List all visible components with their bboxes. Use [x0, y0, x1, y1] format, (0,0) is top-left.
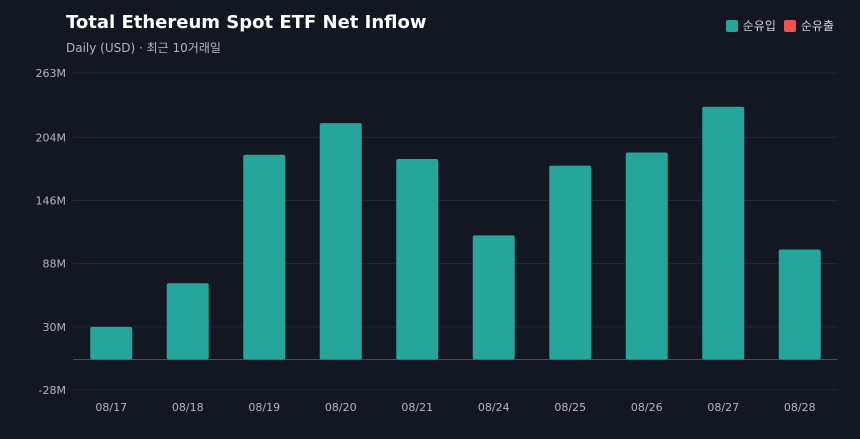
bar[interactable] — [396, 159, 439, 360]
chart-legend: 순유입 순유출 — [725, 17, 834, 34]
legend-label-inflow: 순유입 — [742, 19, 776, 33]
x-tick-label: 08/24 — [478, 401, 510, 414]
x-tick-label: 08/18 — [172, 401, 204, 414]
chart-title: Total Ethereum Spot ETF Net Inflow — [66, 12, 427, 33]
bar[interactable] — [549, 165, 592, 360]
x-tick-label: 08/17 — [95, 401, 127, 414]
bar[interactable] — [319, 123, 362, 360]
bar[interactable] — [90, 326, 133, 360]
x-tick-label: 08/21 — [401, 401, 433, 414]
bar[interactable] — [702, 106, 745, 360]
chart-subtitle: Daily (USD) · 최근 10거래일 — [66, 41, 221, 55]
legend-label-outflow: 순유출 — [800, 19, 834, 33]
y-tick-label: 30M — [43, 321, 67, 334]
y-tick-label: 263M — [36, 67, 67, 80]
x-tick-label: 08/25 — [554, 401, 586, 414]
y-tick-label: 88M — [43, 258, 67, 271]
y-tick-label: -28M — [39, 384, 66, 397]
bar[interactable] — [166, 283, 209, 360]
x-tick-label: 08/28 — [784, 401, 816, 414]
y-tick-label: 146M — [36, 194, 67, 207]
y-tick-label: 204M — [36, 131, 67, 144]
legend-swatch-outflow — [783, 19, 796, 32]
bar[interactable] — [625, 152, 668, 360]
bar[interactable] — [472, 235, 515, 360]
x-tick-label: 08/19 — [248, 401, 280, 414]
x-tick-label: 08/27 — [707, 401, 739, 414]
x-tick-label: 08/20 — [325, 401, 357, 414]
bar[interactable] — [243, 154, 286, 360]
legend-item-inflow[interactable]: 순유입 — [725, 17, 776, 34]
legend-swatch-inflow — [725, 19, 738, 32]
legend-item-outflow[interactable]: 순유출 — [783, 17, 834, 34]
x-tick-label: 08/26 — [631, 401, 663, 414]
bar[interactable] — [778, 249, 821, 360]
